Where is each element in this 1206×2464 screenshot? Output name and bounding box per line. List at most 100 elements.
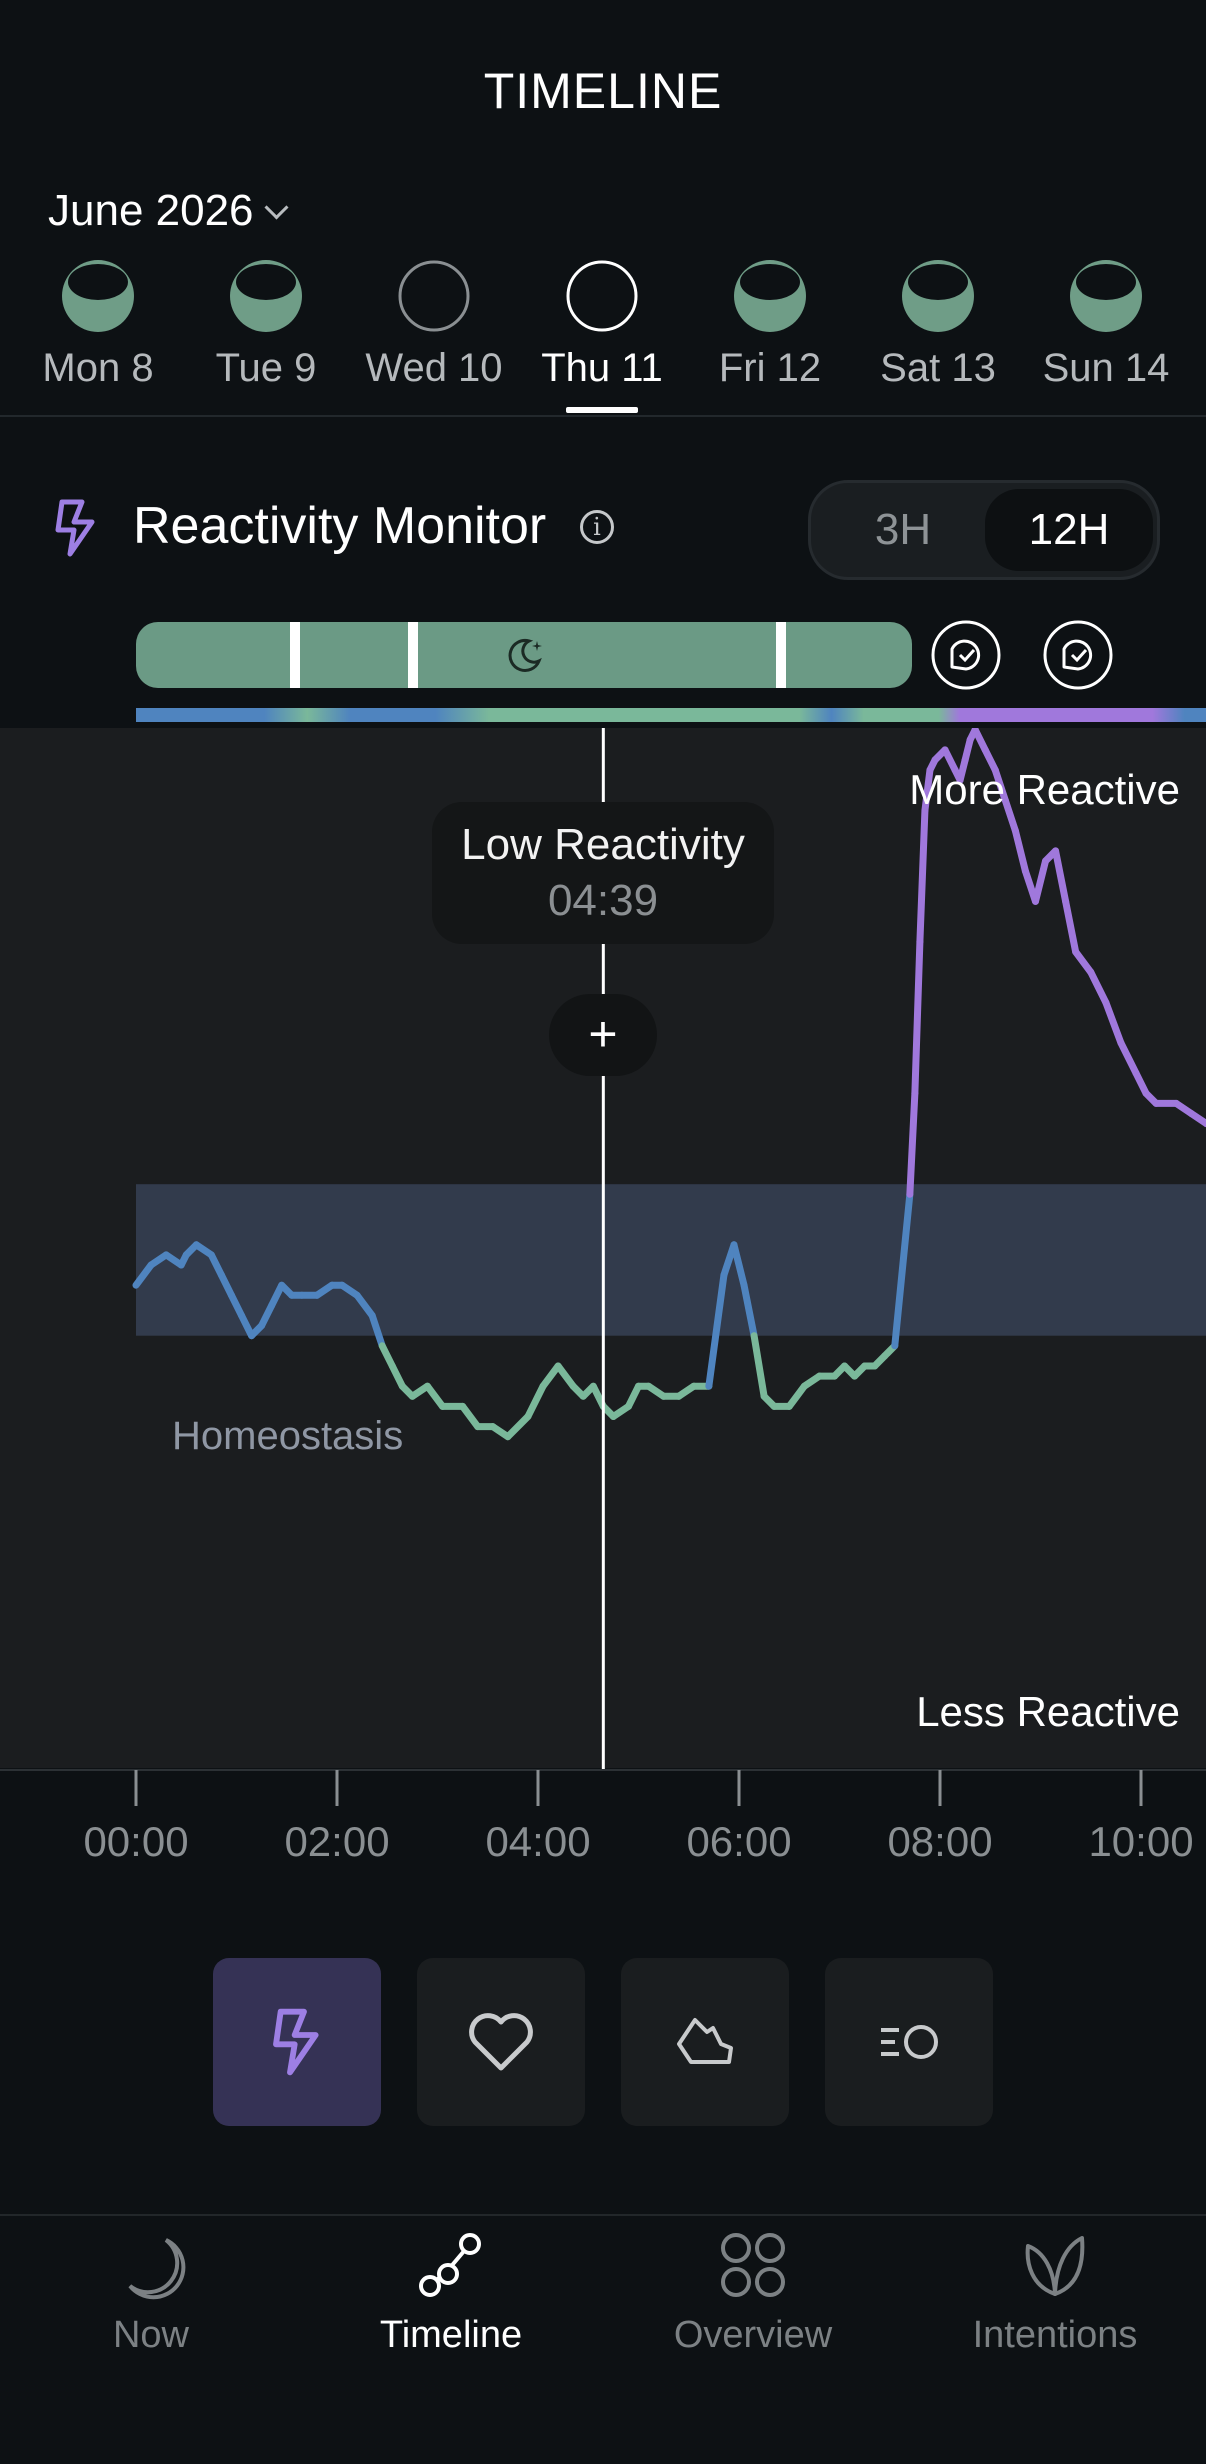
state-strip (136, 708, 1206, 722)
line-segment (740, 1281, 758, 1340)
day-label: Sat 13 (880, 346, 996, 390)
line-segment (1052, 847, 1070, 905)
line-segment (1087, 968, 1110, 1006)
sleep-moon-icon (230, 260, 302, 332)
sleep-moon-icon (902, 260, 974, 332)
breathe-mode-button[interactable] (825, 1958, 993, 2126)
metric-selector (0, 1958, 1206, 2126)
line-segment (911, 938, 924, 1097)
line-segment (238, 1312, 256, 1340)
selected-day-indicator (566, 407, 638, 413)
line-segment (388, 1362, 406, 1390)
line-segment (941, 746, 959, 774)
line-segment (1011, 827, 1029, 875)
line-segment (891, 1190, 914, 1350)
nav-intentions[interactable]: Intentions (935, 2230, 1175, 2357)
sleep-moon-icon (1070, 260, 1142, 332)
line-segment (730, 1241, 748, 1289)
line-segment (368, 1312, 386, 1350)
day-sun-14[interactable]: Sun 14 (1022, 258, 1190, 391)
chat-check-icon (931, 620, 1001, 690)
line-segment (921, 766, 934, 814)
range-3h[interactable]: 3H (874, 505, 932, 554)
line-segment (1031, 857, 1050, 905)
monitor-title: Reactivity Monitor (133, 497, 547, 555)
line-segment (554, 1362, 577, 1390)
sleep-moon-icon (62, 260, 134, 332)
less-reactive-label: Less Reactive (916, 1688, 1180, 1735)
day-mon-8[interactable]: Mon 8 (14, 258, 182, 391)
tooltip-time: 04:39 (547, 876, 659, 925)
day-tue-9[interactable]: Tue 9 (182, 258, 350, 391)
empty-circle-icon (566, 260, 638, 332)
bolt-icon (55, 499, 95, 557)
sleep-marker (290, 622, 300, 688)
day-thu-11[interactable]: Thu 11 (518, 258, 686, 413)
day-wed-10[interactable]: Wed 10 (350, 258, 518, 391)
range-12h[interactable]: 12H (985, 489, 1153, 571)
nav-label: Timeline (379, 2314, 523, 2356)
info-icon[interactable]: i (580, 510, 614, 544)
heart-mode-button[interactable] (417, 1958, 585, 2126)
line-segment (916, 807, 929, 946)
day-sat-13[interactable]: Sat 13 (854, 258, 1022, 391)
bolt-icon (273, 2008, 319, 2076)
shoe-icon (677, 2018, 733, 2064)
chevron-down-icon (264, 194, 289, 220)
line-segment (227, 1291, 246, 1319)
line-segment (971, 728, 989, 754)
moon-arc-icon (128, 2238, 186, 2300)
day-strip: Mon 8 Tue 9 Wed 10 Thu 11 Fri 12 Sat 13 (0, 258, 1206, 418)
x-tick-label: 10:00 (1088, 1818, 1194, 1865)
nav-timeline[interactable]: Timeline (331, 2230, 571, 2357)
line-segment (1062, 897, 1080, 956)
steps-mode-button[interactable] (621, 1958, 789, 2126)
day-label: Wed 10 (365, 346, 503, 390)
nav-label: Overview (673, 2314, 833, 2356)
line-segment (423, 1382, 447, 1410)
range-toggle[interactable]: 3H 12H (808, 480, 1160, 580)
homeostasis-band (136, 1184, 1206, 1336)
day-label: Fri 12 (718, 346, 822, 390)
month-selector[interactable]: June 2026 (48, 186, 289, 236)
x-tick-label: 04:00 (485, 1818, 591, 1865)
sleep-marker (408, 622, 418, 688)
chat-check-icon (1043, 620, 1113, 690)
line-segment (207, 1251, 225, 1279)
day-label: Mon 8 (42, 346, 154, 390)
line-segment (217, 1271, 235, 1299)
line-segment (785, 1382, 808, 1410)
reactivity-mode-button[interactable] (213, 1958, 381, 2126)
line-segment (504, 1413, 532, 1441)
activity-bar (136, 620, 1206, 722)
line-segment (258, 1301, 276, 1330)
grid-circles-icon (721, 2233, 785, 2297)
nav-now[interactable]: Now (31, 2230, 271, 2357)
line-segment (353, 1291, 376, 1319)
x-tick-label: 02:00 (284, 1818, 390, 1865)
line-segment (589, 1382, 607, 1410)
line-segment (1132, 1069, 1150, 1097)
x-tick-label: 00:00 (83, 1818, 189, 1865)
moon-icon (508, 638, 542, 672)
empty-circle-icon (398, 260, 470, 332)
day-label: Sun 14 (1042, 346, 1170, 390)
line-segment (268, 1281, 286, 1309)
add-note-button[interactable]: + (549, 994, 657, 1076)
line-segment (1072, 948, 1095, 976)
day-fri-12[interactable]: Fri 12 (686, 258, 854, 391)
day-label: Thu 11 (541, 346, 663, 390)
line-segment (981, 746, 999, 774)
page-title: TIMELINE (483, 63, 723, 119)
heart-icon (469, 2013, 533, 2071)
more-reactive-label: More Reactive (909, 766, 1180, 813)
line-segment (459, 1402, 482, 1431)
nav-label: Now (112, 2314, 190, 2356)
line-segment (524, 1382, 547, 1420)
line-segment (1102, 998, 1125, 1047)
x-tick-label: 06:00 (686, 1818, 792, 1865)
cursor-tooltip: Low Reactivity 04:39 (432, 802, 774, 944)
leaf-icon (1025, 2236, 1085, 2296)
homeostasis-label: Homeostasis (172, 1414, 404, 1458)
nav-overview[interactable]: Overview (633, 2230, 873, 2357)
